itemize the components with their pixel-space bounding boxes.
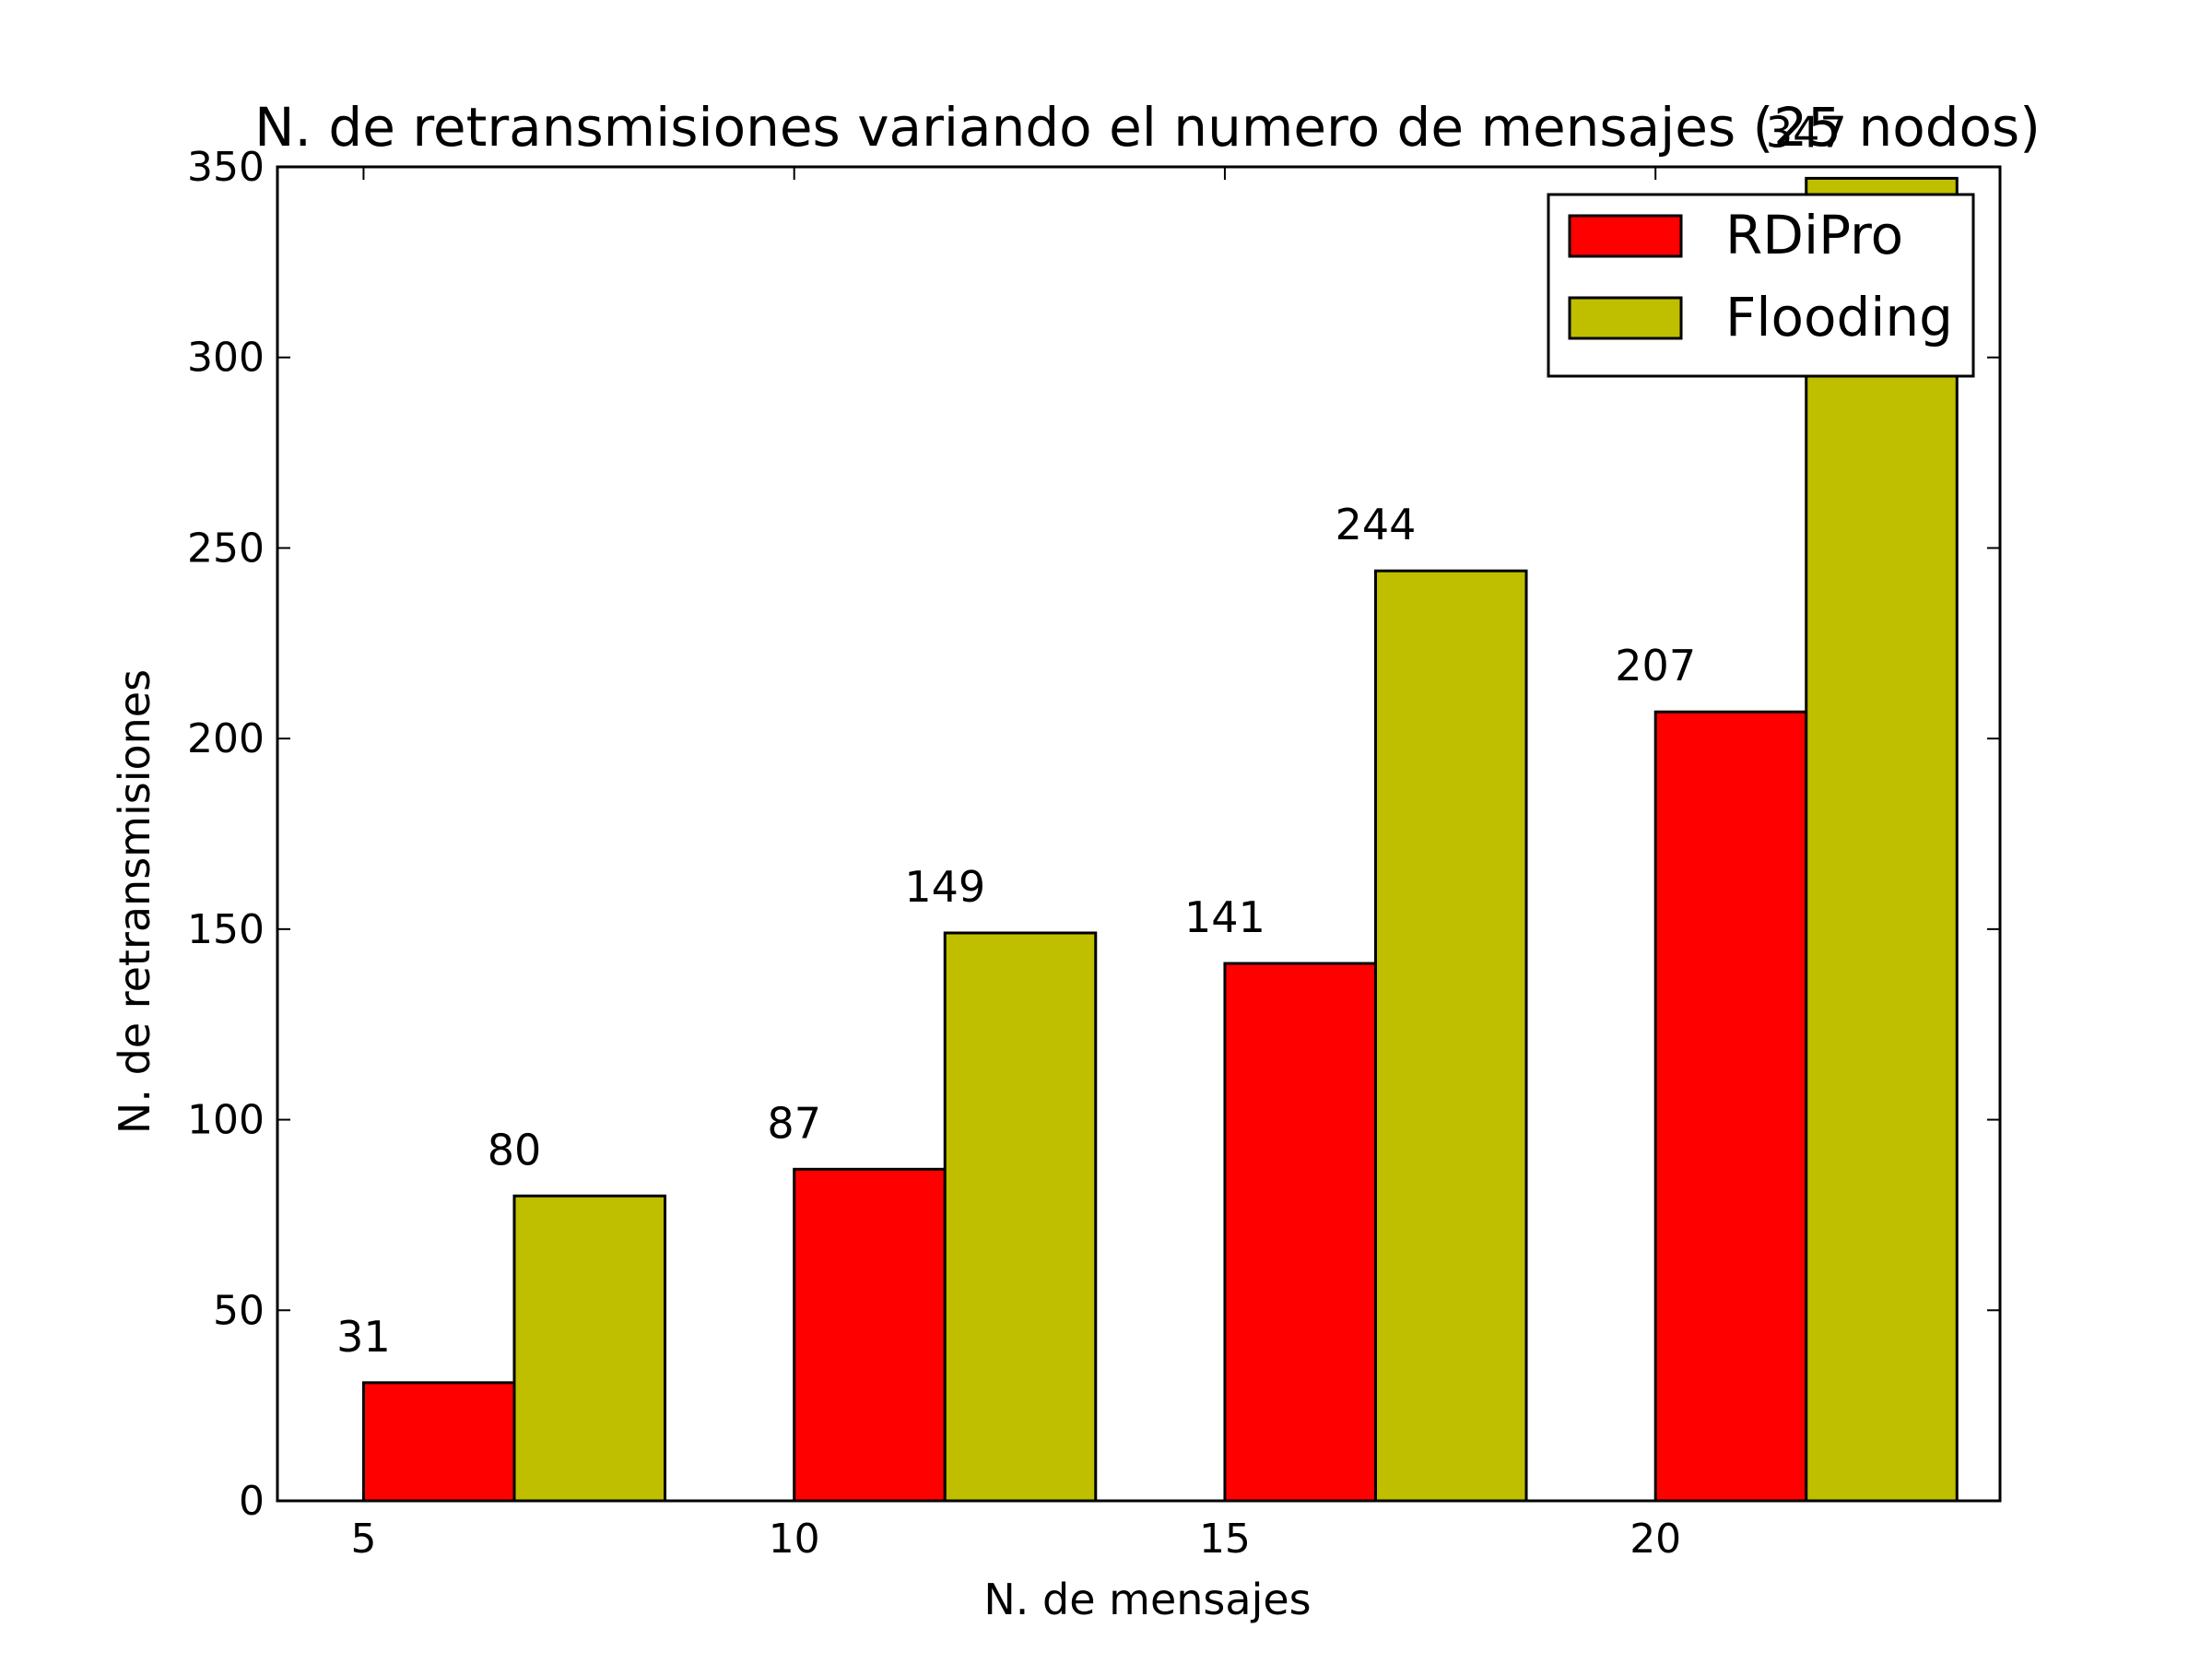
- y-tick-label-100: 100: [187, 1097, 265, 1144]
- bars-layer: [361, 176, 1959, 1503]
- bar-rdipro-5: [361, 1381, 516, 1503]
- y-tick-label-200: 200: [187, 715, 265, 762]
- data-label-rdipro-5: 31: [336, 1312, 391, 1362]
- data-label-rdipro-15: 141: [1184, 892, 1265, 942]
- data-label-flooding-15: 244: [1335, 500, 1417, 549]
- y-axis-title: N. de retransmisiones: [110, 669, 159, 1134]
- bar-rdipro-10: [793, 1167, 947, 1503]
- x-tick-label-10: 10: [769, 1516, 820, 1563]
- x-axis-title: N. de mensajes: [983, 1575, 1311, 1624]
- y-tick-label-300: 300: [187, 335, 265, 382]
- y-tick-label-0: 0: [239, 1478, 265, 1525]
- bar-flooding-20: [1805, 176, 1959, 1503]
- x-tick-label-5: 5: [350, 1516, 376, 1563]
- bar-flooding-15: [1373, 569, 1528, 1503]
- y-tick-label-350: 350: [187, 144, 265, 191]
- plot-frame: [276, 165, 2002, 1503]
- y-tick-label-50: 50: [213, 1287, 265, 1334]
- x-tick-label-15: 15: [1199, 1516, 1251, 1563]
- legend-swatch-flooding: [1568, 296, 1683, 340]
- data-label-flooding-5: 80: [488, 1125, 542, 1174]
- bar-flooding-10: [943, 931, 1098, 1503]
- data-label-rdipro-20: 207: [1615, 641, 1696, 690]
- chart-title: N. de retransmisiones variando el numero…: [254, 96, 2041, 159]
- bar-rdipro-15: [1223, 962, 1377, 1503]
- y-tick-label-250: 250: [187, 525, 265, 572]
- legend-label-rdipro: RDiPro: [1725, 204, 1903, 266]
- x-tick-label-20: 20: [1630, 1516, 1681, 1563]
- legend: RDiPro Flooding: [1547, 193, 1975, 378]
- legend-label-flooding: Flooding: [1725, 286, 1953, 348]
- data-labels-layer: 31 80 87 149 141 244 207 347: [336, 107, 1846, 1361]
- bar-flooding-5: [512, 1194, 667, 1503]
- data-label-flooding-20: 347: [1766, 107, 1847, 157]
- axes-layer: 0 50 100 150 200 250 300 350 5 10 15 20: [187, 144, 2002, 1563]
- legend-swatch-rdipro: [1568, 214, 1683, 258]
- data-label-flooding-10: 149: [904, 862, 985, 912]
- data-label-rdipro-10: 87: [767, 1098, 821, 1148]
- bar-rdipro-20: [1653, 710, 1808, 1503]
- y-tick-label-150: 150: [187, 906, 265, 953]
